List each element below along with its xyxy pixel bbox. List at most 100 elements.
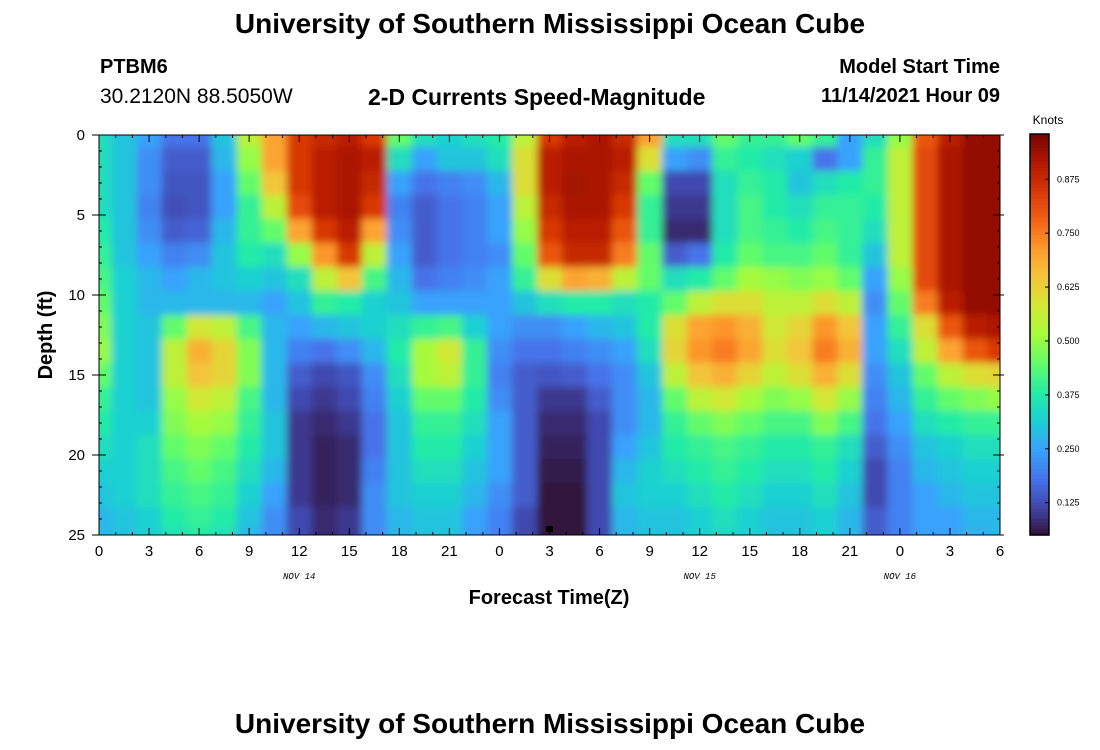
colorbar-segment <box>1030 494 1049 499</box>
colorbar-segment <box>1030 334 1049 339</box>
heatmap-cell <box>737 147 763 172</box>
heatmap-cell <box>99 339 113 364</box>
heatmap-cell <box>311 171 338 196</box>
heatmap-cell <box>637 507 663 528</box>
heatmap-cell <box>787 459 813 484</box>
heatmap-cell <box>486 219 513 244</box>
heatmap-cell <box>311 459 338 484</box>
heatmap-cell <box>787 339 813 364</box>
heatmap-cell <box>737 171 763 196</box>
heatmap-cell <box>161 291 188 316</box>
footer-title: University of Southern Mississippi Ocean… <box>234 708 866 739</box>
heatmap-cell <box>737 459 763 484</box>
heatmap-cell <box>812 147 838 172</box>
heatmap-cell <box>536 363 563 388</box>
heatmap-cell <box>411 411 438 436</box>
heatmap-cell <box>637 147 663 172</box>
heatmap-cell <box>587 219 613 244</box>
heatmap-cell <box>211 435 238 460</box>
heatmap-cell <box>461 507 488 528</box>
heatmap-cell <box>186 135 213 148</box>
colorbar-segment <box>1030 444 1049 449</box>
heatmap-cell <box>612 171 638 196</box>
colorbar-segment <box>1030 247 1049 252</box>
heatmap-cell <box>787 435 813 460</box>
heatmap-smooth-layer <box>99 135 1000 535</box>
heatmap-cell <box>937 339 964 364</box>
heatmap-cell <box>862 267 888 292</box>
heatmap-cell <box>662 387 688 412</box>
heatmap-cell <box>211 135 238 148</box>
colorbar-segment <box>1030 237 1049 242</box>
heatmap-cell <box>236 267 263 292</box>
colorbar-segment <box>1030 524 1049 529</box>
colorbar-segment <box>1030 207 1049 212</box>
heatmap-cell <box>912 219 939 244</box>
main-title: University of Southern Mississippi Ocean… <box>234 8 866 39</box>
heatmap-cell <box>762 315 788 340</box>
heatmap-cell <box>937 195 964 220</box>
colorbar-segment <box>1030 341 1049 346</box>
heatmap-cell <box>812 315 838 340</box>
heatmap-cell <box>612 339 638 364</box>
heatmap-cell <box>186 483 213 508</box>
colorbar-segment <box>1030 401 1049 406</box>
model-start-value: 11/14/2021 Hour 09 <box>820 85 1000 107</box>
heatmap-cell <box>486 387 513 412</box>
heatmap-cell <box>211 507 238 528</box>
heatmap-cell <box>637 171 663 196</box>
colorbar-segment <box>1030 180 1049 185</box>
heatmap-cell <box>762 135 788 148</box>
heatmap-cell <box>186 219 213 244</box>
colorbar-segment <box>1030 137 1049 142</box>
heatmap-cell <box>261 147 288 172</box>
heatmap-cell <box>887 171 914 196</box>
heatmap-cell <box>662 363 688 388</box>
heatmap-cell <box>286 435 313 460</box>
heatmap-cell <box>261 219 288 244</box>
heatmap-cell <box>536 411 563 436</box>
heatmap-cell <box>912 135 939 148</box>
heatmap-cell <box>361 387 388 412</box>
heatmap-cell <box>887 219 914 244</box>
colorbar-segment <box>1030 224 1049 229</box>
heatmap-cell <box>111 267 138 292</box>
heatmap-cell <box>637 267 663 292</box>
colorbar-segment <box>1030 491 1049 496</box>
heatmap-cell <box>311 339 338 364</box>
heatmap-cell <box>286 171 313 196</box>
heatmap-cell <box>536 459 563 484</box>
heatmap-cell <box>361 315 388 340</box>
colorbar-segment <box>1030 230 1049 235</box>
heatmap-cell <box>912 411 939 436</box>
heatmap-cell <box>311 363 338 388</box>
heatmap-cell <box>712 387 738 412</box>
colorbar-segment <box>1030 424 1049 429</box>
heatmap-cell <box>186 411 213 436</box>
heatmap-cell <box>511 435 538 460</box>
heatmap-cell <box>662 527 688 535</box>
heatmap-cell <box>361 243 388 268</box>
heatmap-cell <box>511 363 538 388</box>
heatmap-cell <box>186 291 213 316</box>
heatmap-cell <box>461 527 488 535</box>
chart-subtitle: 2-D Currents Speed-Magnitude <box>368 84 706 110</box>
colorbar-segment <box>1030 347 1049 352</box>
heatmap-cell <box>862 363 888 388</box>
colorbar-segment <box>1030 287 1049 292</box>
x-tick-label: 6 <box>195 543 203 560</box>
heatmap-cell <box>837 147 863 172</box>
heatmap-cell <box>211 267 238 292</box>
x-tick-label: 21 <box>841 543 858 560</box>
heatmap-cell <box>687 387 713 412</box>
colorbar-segment <box>1030 418 1049 422</box>
heatmap-cell <box>612 147 638 172</box>
heatmap-cell <box>887 315 914 340</box>
heatmap-cell <box>662 267 688 292</box>
heatmap-cell <box>111 507 138 528</box>
heatmap-cell <box>962 147 989 172</box>
heatmap-cell <box>712 267 738 292</box>
heatmap-cell <box>99 387 113 412</box>
heatmap-cell <box>161 267 188 292</box>
heatmap-cell <box>812 267 838 292</box>
